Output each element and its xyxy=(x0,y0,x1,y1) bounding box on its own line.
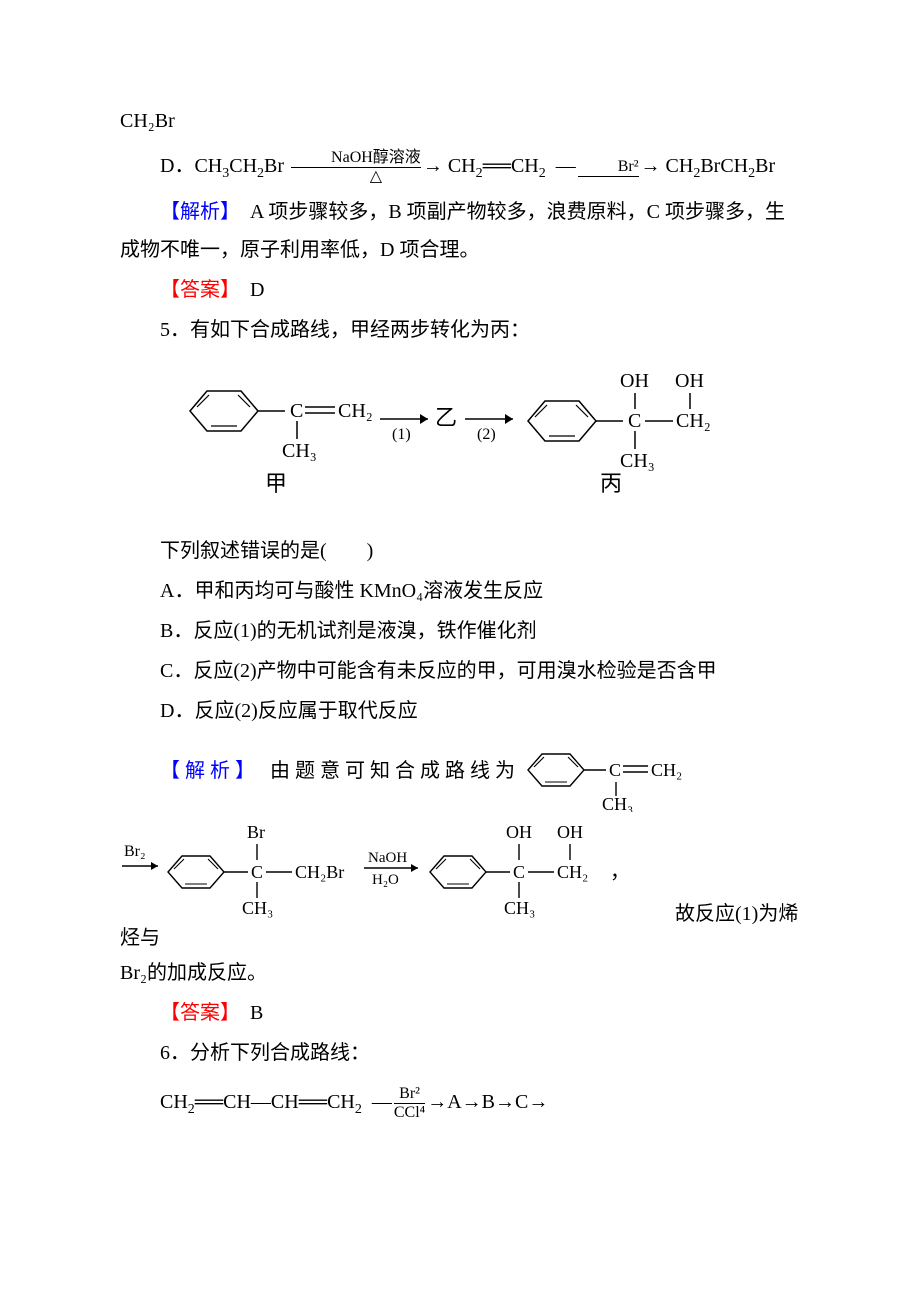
q6-scheme: CH2══CH—CH══CH2 — Br² CCl⁴ →A→B→C→ xyxy=(160,1078,800,1127)
c-label-2: C xyxy=(628,410,641,432)
q5-opt-b: B．反应(1)的无机试剂是液溴，铁作催化剂 xyxy=(120,612,800,650)
svg-text:C: C xyxy=(609,760,621,780)
svg-text:CH₃: CH₃ xyxy=(602,794,633,812)
q5-opt-a: A．甲和丙均可与酸性 KMnO₄溶液发生反应 xyxy=(120,572,800,610)
q5-opt-c: C．反应(2)产物中可能含有未反应的甲，可用溴水检验是否含甲 xyxy=(120,652,800,690)
yi-label: 乙 xyxy=(435,405,457,430)
q5-analysis-svg: Br₂ C CH₂Br Br CH₃ NaOH H₂O C xyxy=(120,816,650,926)
fragment-text: CH₂Br xyxy=(120,110,175,132)
prev-analysis: 【解析】 A 项步骤较多，B 项副产物较多，浪费原料，C 项步骤多，生成物不唯一… xyxy=(120,193,800,269)
oh-label-1: OH xyxy=(620,370,649,392)
q5-opt-d: D．反应(2)反应属于取代反应 xyxy=(120,692,800,730)
q5-analysis: 【 解 析 】 由 题 意 可 知 合 成 路 线 为 C CH₂ CH₃ xyxy=(120,734,800,812)
option-d-line: D．CH3CH2Br NaOH醇溶液 △ → CH2══CH2 — Br² → … xyxy=(120,142,800,191)
oh-label-2: OH xyxy=(675,370,704,392)
q5-ana-line2: Br₂的加成反应。 xyxy=(120,954,800,992)
oh-4b: OH xyxy=(557,822,583,842)
br2-arrow-head xyxy=(151,862,158,870)
answer-letter: D xyxy=(230,279,264,301)
optD-arrow1: NaOH醇溶液 △ xyxy=(291,149,421,185)
q5-answer: 【答案】 B xyxy=(120,994,800,1032)
benzene-2 xyxy=(528,401,596,441)
q6-arrow: Br² CCl⁴ xyxy=(394,1085,425,1121)
br-3: Br xyxy=(247,822,265,842)
ch3-label: CH₃ xyxy=(282,440,317,462)
br2-label: Br₂ xyxy=(124,843,146,860)
optD-product: CH2BrCH2Br xyxy=(666,155,776,177)
analysis-label: 【解析】 xyxy=(160,201,230,223)
prev-answer: 【答案】 D xyxy=(120,271,800,309)
arrow2-sub: (2) xyxy=(477,426,496,443)
ch2-label: CH₂ xyxy=(338,400,373,422)
q6-reactant: CH2══CH—CH══CH2 xyxy=(160,1091,367,1113)
q5-ask: 下列叙述错误的是( ) xyxy=(120,532,800,570)
q5-ans-label: 【答案】 xyxy=(160,1002,230,1024)
q6-stem: 6．分析下列合成路线： xyxy=(120,1034,800,1072)
benzene-1 xyxy=(190,391,258,431)
q5-ana-label: 【 解 析 】 xyxy=(160,760,245,782)
q5-stem: 5．有如下合成路线，甲经两步转化为丙： xyxy=(120,311,800,349)
ch2br-3: CH₂Br xyxy=(295,862,344,882)
comma-4: ， xyxy=(610,861,630,883)
q5-ans-letter: B xyxy=(230,1002,263,1024)
ch2-label-2: CH₂ xyxy=(676,410,711,432)
optD-text: D．CH3CH2Br xyxy=(160,155,289,177)
q6-tail: A→B→C→ xyxy=(447,1091,548,1113)
bing-label: 丙 xyxy=(600,471,622,496)
h2o-label: H₂O xyxy=(372,872,399,888)
q5-analysis-line2: Br₂ C CH₂Br Br CH₃ NaOH H₂O C xyxy=(120,816,800,950)
arrow1-head xyxy=(420,414,428,424)
arrow1-sub: (1) xyxy=(392,426,411,443)
arrow2-head xyxy=(505,414,513,424)
benzene-3 xyxy=(168,856,224,888)
arrow-glyph: → xyxy=(423,155,443,177)
ch3-4: CH₃ xyxy=(504,898,535,918)
benzene-4 xyxy=(430,856,486,888)
answer-label: 【答案】 xyxy=(160,279,230,301)
c-label: C xyxy=(290,400,303,422)
svg-text:CH₂: CH₂ xyxy=(651,760,682,780)
q5-scheme-svg: C CH₂ CH₃ 甲 (1) 乙 (2) C CH₂ OH xyxy=(170,361,730,511)
optD-ethene: CH2══CH2 xyxy=(448,155,551,177)
q5-ana-text-a: 由 题 意 可 知 合 成 路 线 为 xyxy=(245,760,515,782)
jia-label: 甲 xyxy=(265,471,287,496)
c-3: C xyxy=(251,862,263,882)
c-4: C xyxy=(513,862,525,882)
optD-arrow2: Br² xyxy=(578,158,639,177)
ch3-3: CH₃ xyxy=(242,898,273,918)
q5-scheme: C CH₂ CH₃ 甲 (1) 乙 (2) C CH₂ OH xyxy=(170,361,800,524)
oh-4a: OH xyxy=(506,822,532,842)
q5-mol-jia: C CH₂ CH₃ xyxy=(520,760,690,782)
naoh-label: NaOH xyxy=(368,850,407,866)
ch2-4: CH₂ xyxy=(557,862,588,882)
ch3-label-2: CH₃ xyxy=(620,450,655,472)
naoh-arrow-head xyxy=(411,864,418,872)
prev-page-fragment: CH₂Br xyxy=(120,102,800,140)
